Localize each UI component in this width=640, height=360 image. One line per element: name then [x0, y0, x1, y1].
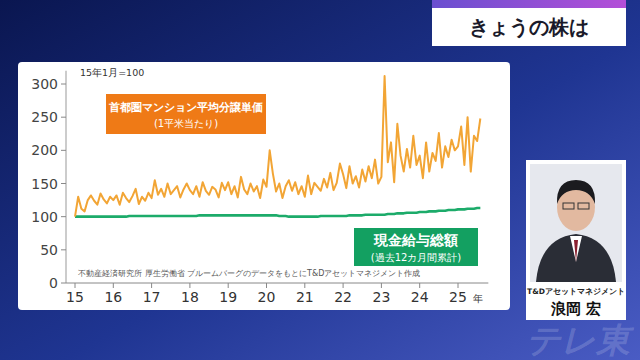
y-tick-label: 0	[49, 275, 58, 291]
y-tick	[61, 283, 66, 284]
y-axis-line	[66, 71, 67, 283]
x-tick-label: 23	[372, 289, 390, 305]
x-tick	[151, 283, 152, 288]
x-tick	[343, 283, 344, 288]
x-tick	[113, 283, 114, 288]
x-tick-label: 19	[219, 289, 237, 305]
y-tick-label: 250	[31, 109, 58, 125]
y-tick	[61, 117, 66, 118]
series-label-box	[354, 228, 478, 266]
chart-panel	[18, 62, 510, 310]
series-note: (1平米当たり)	[154, 118, 218, 129]
canvas: テレ東 きょうの株は T&Dアセットマネジメント浪岡 宏 0 50 100 150 200 25…	[0, 0, 640, 360]
x-tick-label: 17	[143, 289, 161, 305]
y-tick-label: 300	[31, 76, 58, 92]
x-tick-label: 18	[181, 289, 199, 305]
series-line	[75, 76, 480, 217]
x-tick-label: 15	[66, 289, 84, 305]
source: 不動産経済研究所 厚生労働省 ブルームバーグのデータをもとにT&Dアセットマネジ…	[78, 269, 420, 278]
y-tick	[61, 216, 66, 217]
y-tick-label: 200	[31, 142, 58, 158]
x-axis-line	[66, 283, 488, 284]
photo-glasses	[563, 203, 574, 209]
presenter-name: 浪岡 宏	[550, 300, 601, 318]
x-tick-label: 16	[104, 289, 122, 305]
series-label-box	[106, 94, 266, 134]
photo-hair	[557, 180, 595, 204]
x-tick	[304, 283, 305, 288]
background	[0, 0, 640, 360]
y-tick-label: 150	[31, 176, 58, 192]
photo-glasses	[578, 203, 589, 209]
y-tick	[61, 150, 66, 151]
x-tick	[419, 283, 420, 288]
plot-area	[75, 76, 480, 217]
x-tick-label: 22	[334, 289, 352, 305]
y-tick	[61, 183, 66, 184]
presenter-card	[526, 160, 626, 320]
y-tick	[61, 249, 66, 250]
x-tick-label: 20	[258, 289, 276, 305]
photo-shirt	[570, 236, 582, 262]
series-note: (過去12カ月間累計)	[371, 252, 462, 263]
watermark: テレ東	[526, 320, 635, 360]
header-strip	[432, 0, 626, 8]
x-tick	[228, 283, 229, 288]
y-tick-label: 100	[31, 209, 58, 225]
y-tick-label: 50	[40, 242, 58, 258]
x-tick-label: 24	[411, 289, 429, 305]
note: 15年1月=100	[80, 67, 144, 78]
series-name: 首都圏マンション平均分譲単価	[108, 101, 263, 114]
photo-tie	[574, 240, 578, 262]
x-tick	[381, 283, 382, 288]
series-name: 現金給与総額	[373, 232, 458, 248]
header-title: きょうの株は	[469, 15, 589, 39]
x-axis-label: 年	[473, 293, 483, 304]
x-tick-label: 21	[296, 289, 314, 305]
presenter-company: T&Dアセットマネジメント	[527, 287, 625, 296]
photo	[530, 164, 622, 282]
y-tick	[61, 84, 66, 85]
series-line	[75, 208, 480, 217]
x-tick	[266, 283, 267, 288]
header-box	[432, 8, 626, 46]
photo-suit	[536, 234, 616, 282]
x-tick-label: 25	[449, 289, 467, 305]
x-tick	[189, 283, 190, 288]
x-tick	[458, 283, 459, 288]
x-tick	[75, 283, 76, 288]
